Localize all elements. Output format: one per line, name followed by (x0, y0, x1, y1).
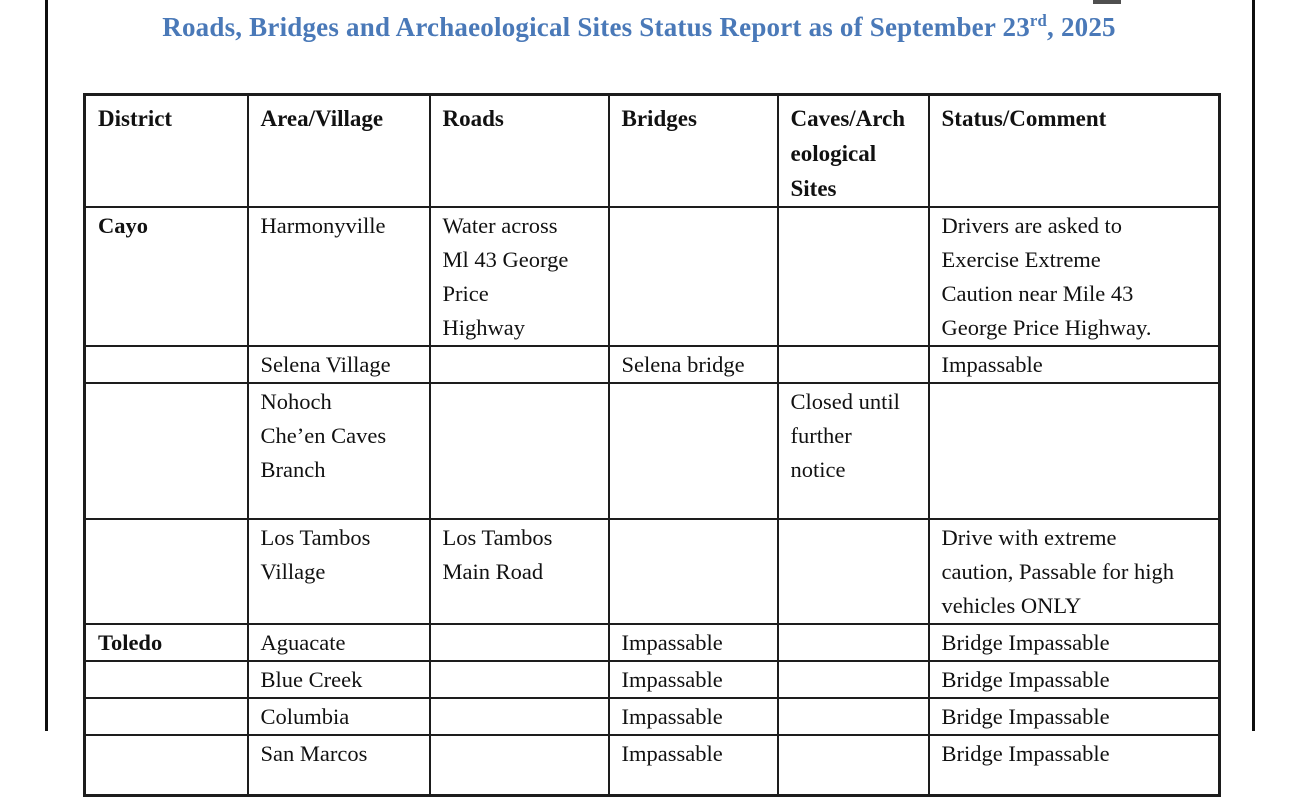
cell-caves: Closed until further notice (776, 382, 930, 520)
cell-roads (428, 345, 610, 384)
cell-bridges (607, 382, 779, 520)
cell-caves (776, 345, 930, 384)
header-caves-archeological-sites: Caves/Arch eological Sites (776, 93, 930, 208)
cell-roads: Water across Ml 43 George Price Highway (428, 206, 610, 347)
page-title-suffix: , 2025 (1047, 12, 1116, 42)
cell-roads (428, 734, 610, 796)
cell-roads (428, 697, 610, 736)
cell-status: Bridge Impassable (927, 734, 1221, 796)
header-bridges: Bridges (607, 93, 779, 208)
cell-roads (428, 382, 610, 520)
header-district: District (83, 93, 249, 208)
header-status-comment: Status/Comment (927, 93, 1221, 208)
cell-bridges (607, 518, 779, 625)
cell-district (83, 660, 249, 699)
table-row: San Marcos Impassable Bridge Impassable (83, 734, 1221, 796)
cell-bridges (607, 206, 779, 347)
cell-district: Cayo (83, 206, 249, 347)
cell-status: Bridge Impassable (927, 697, 1221, 736)
cell-status: Bridge Impassable (927, 623, 1221, 662)
table-row: Blue Creek Impassable Bridge Impassable (83, 660, 1221, 699)
header-area-village: Area/Village (246, 93, 431, 208)
cell-caves (776, 206, 930, 347)
page-edge-line-right (1252, 0, 1255, 731)
table-row: Nohoch Che’en Caves Branch Closed until … (83, 382, 1221, 520)
header-roads: Roads (428, 93, 610, 208)
cell-caves (776, 518, 930, 625)
cell-caves (776, 660, 930, 699)
cell-status: Bridge Impassable (927, 660, 1221, 699)
cell-district (83, 382, 249, 520)
cell-caves (776, 697, 930, 736)
cell-district: Toledo (83, 623, 249, 662)
cell-area: Columbia (246, 697, 431, 736)
cell-area: Blue Creek (246, 660, 431, 699)
status-report-table: District Area/Village Roads Bridges Cave… (83, 93, 1221, 797)
cell-roads (428, 623, 610, 662)
document-page: { "title": { "text": "Roads, Bridges and… (45, 0, 1255, 797)
cell-bridges: Impassable (607, 697, 779, 736)
cell-area: Selena Village (246, 345, 431, 384)
cell-status: Drive with extreme caution, Passable for… (927, 518, 1221, 625)
cell-district (83, 518, 249, 625)
cell-area: Aguacate (246, 623, 431, 662)
table-header-row: District Area/Village Roads Bridges Cave… (83, 93, 1221, 208)
table-row: Selena Village Selena bridge Impassable (83, 345, 1221, 384)
cell-status: Impassable (927, 345, 1221, 384)
cell-bridges: Selena bridge (607, 345, 779, 384)
page-title: Roads, Bridges and Archaeological Sites … (83, 10, 1195, 44)
cell-caves (776, 623, 930, 662)
cell-status (927, 382, 1221, 520)
page-title-text: Roads, Bridges and Archaeological Sites … (162, 12, 1030, 42)
cell-status: Drivers are asked to Exercise Extreme Ca… (927, 206, 1221, 347)
cell-bridges: Impassable (607, 734, 779, 796)
page-edge-line-left (45, 0, 48, 731)
cell-roads: Los Tambos Main Road (428, 518, 610, 625)
scan-artifact (1093, 0, 1121, 4)
page-title-ordinal: rd (1029, 11, 1048, 30)
cell-bridges: Impassable (607, 660, 779, 699)
table-row: Los Tambos Village Los Tambos Main Road … (83, 518, 1221, 625)
cell-district (83, 697, 249, 736)
cell-district (83, 345, 249, 384)
table-row: Toledo Aguacate Impassable Bridge Impass… (83, 623, 1221, 662)
cell-area: San Marcos (246, 734, 431, 796)
table-row: Columbia Impassable Bridge Impassable (83, 697, 1221, 736)
cell-bridges: Impassable (607, 623, 779, 662)
cell-area: Los Tambos Village (246, 518, 431, 625)
cell-district (83, 734, 249, 796)
cell-area: Nohoch Che’en Caves Branch (246, 382, 431, 520)
cell-caves (776, 734, 930, 796)
cell-roads (428, 660, 610, 699)
cell-area: Harmonyville (246, 206, 431, 347)
table-row: Cayo Harmonyville Water across Ml 43 Geo… (83, 206, 1221, 347)
